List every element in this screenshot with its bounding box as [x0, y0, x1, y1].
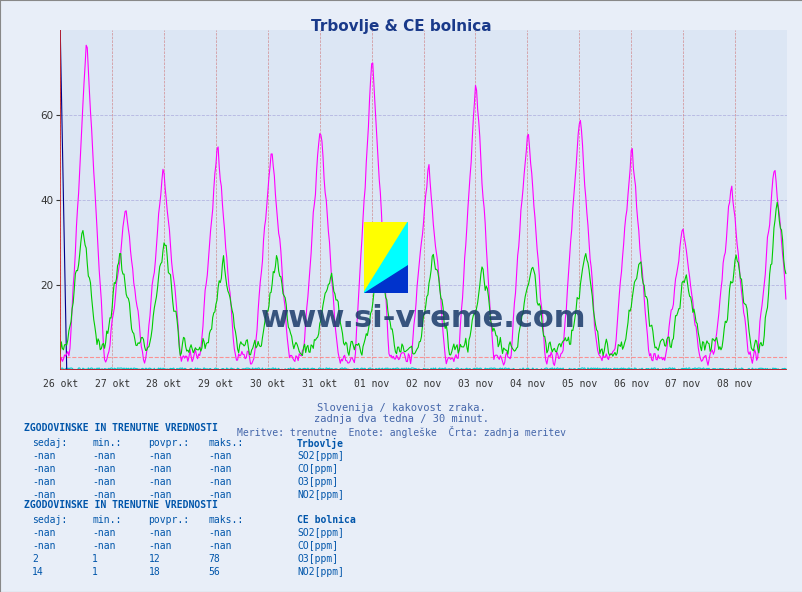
Text: NO2[ppm]: NO2[ppm]	[297, 567, 344, 577]
Text: -nan: -nan	[92, 477, 115, 487]
Text: 14: 14	[32, 567, 44, 577]
Text: -nan: -nan	[32, 528, 55, 538]
Text: -nan: -nan	[148, 464, 172, 474]
Text: -nan: -nan	[209, 477, 232, 487]
Text: 12: 12	[148, 554, 160, 564]
Text: -nan: -nan	[32, 541, 55, 551]
Text: 2: 2	[32, 554, 38, 564]
Text: -nan: -nan	[148, 490, 172, 500]
Polygon shape	[363, 223, 407, 294]
Polygon shape	[363, 265, 407, 294]
Text: O3[ppm]: O3[ppm]	[297, 554, 338, 564]
Text: -nan: -nan	[92, 451, 115, 461]
Text: -nan: -nan	[148, 477, 172, 487]
Text: min.:: min.:	[92, 515, 122, 525]
Text: -nan: -nan	[32, 477, 55, 487]
Text: zadnja dva tedna / 30 minut.: zadnja dva tedna / 30 minut.	[314, 414, 488, 424]
Text: www.si-vreme.com: www.si-vreme.com	[261, 304, 585, 333]
Text: maks.:: maks.:	[209, 515, 244, 525]
Text: 03 nov: 03 nov	[457, 379, 492, 389]
Text: SO2[ppm]: SO2[ppm]	[297, 528, 344, 538]
Text: ZGODOVINSKE IN TRENUTNE VREDNOSTI: ZGODOVINSKE IN TRENUTNE VREDNOSTI	[24, 500, 217, 510]
Text: maks.:: maks.:	[209, 438, 244, 448]
Text: 1: 1	[92, 567, 98, 577]
Text: CO[ppm]: CO[ppm]	[297, 541, 338, 551]
Text: O3[ppm]: O3[ppm]	[297, 477, 338, 487]
Text: Slovenija / kakovost zraka.: Slovenija / kakovost zraka.	[317, 403, 485, 413]
Text: 01 nov: 01 nov	[354, 379, 389, 389]
Text: -nan: -nan	[92, 490, 115, 500]
Text: povpr.:: povpr.:	[148, 438, 189, 448]
Text: 02 nov: 02 nov	[406, 379, 440, 389]
Text: SO2[ppm]: SO2[ppm]	[297, 451, 344, 461]
Text: -nan: -nan	[92, 464, 115, 474]
Text: 27 okt: 27 okt	[95, 379, 130, 389]
Text: ZGODOVINSKE IN TRENUTNE VREDNOSTI: ZGODOVINSKE IN TRENUTNE VREDNOSTI	[24, 423, 217, 433]
Text: 26 okt: 26 okt	[43, 379, 78, 389]
Text: 06 nov: 06 nov	[613, 379, 648, 389]
Text: -nan: -nan	[209, 464, 232, 474]
Text: -nan: -nan	[209, 451, 232, 461]
Text: -nan: -nan	[148, 528, 172, 538]
Text: 05 nov: 05 nov	[561, 379, 596, 389]
Text: min.:: min.:	[92, 438, 122, 448]
Text: -nan: -nan	[92, 541, 115, 551]
Text: -nan: -nan	[148, 451, 172, 461]
Text: Trbovlje & CE bolnica: Trbovlje & CE bolnica	[311, 19, 491, 34]
Text: -nan: -nan	[209, 541, 232, 551]
Text: Trbovlje: Trbovlje	[297, 438, 344, 449]
Text: Meritve: trenutne  Enote: angleške  Črta: zadnja meritev: Meritve: trenutne Enote: angleške Črta: …	[237, 426, 565, 438]
Text: -nan: -nan	[32, 490, 55, 500]
Text: sedaj:: sedaj:	[32, 438, 67, 448]
Text: NO2[ppm]: NO2[ppm]	[297, 490, 344, 500]
Text: 29 okt: 29 okt	[198, 379, 233, 389]
Text: -nan: -nan	[32, 464, 55, 474]
Text: 18: 18	[148, 567, 160, 577]
Text: povpr.:: povpr.:	[148, 515, 189, 525]
Text: 07 nov: 07 nov	[665, 379, 700, 389]
Text: sedaj:: sedaj:	[32, 515, 67, 525]
Text: -nan: -nan	[92, 528, 115, 538]
Text: 1: 1	[92, 554, 98, 564]
Text: 78: 78	[209, 554, 221, 564]
Text: -nan: -nan	[148, 541, 172, 551]
Text: CE bolnica: CE bolnica	[297, 515, 355, 525]
Text: 28 okt: 28 okt	[146, 379, 181, 389]
Text: -nan: -nan	[32, 451, 55, 461]
Text: -nan: -nan	[209, 528, 232, 538]
Text: 30 okt: 30 okt	[250, 379, 286, 389]
Text: 08 nov: 08 nov	[716, 379, 751, 389]
Text: -nan: -nan	[209, 490, 232, 500]
Polygon shape	[363, 223, 407, 294]
Text: 04 nov: 04 nov	[509, 379, 545, 389]
Text: 31 okt: 31 okt	[302, 379, 337, 389]
Text: CO[ppm]: CO[ppm]	[297, 464, 338, 474]
Text: 56: 56	[209, 567, 221, 577]
